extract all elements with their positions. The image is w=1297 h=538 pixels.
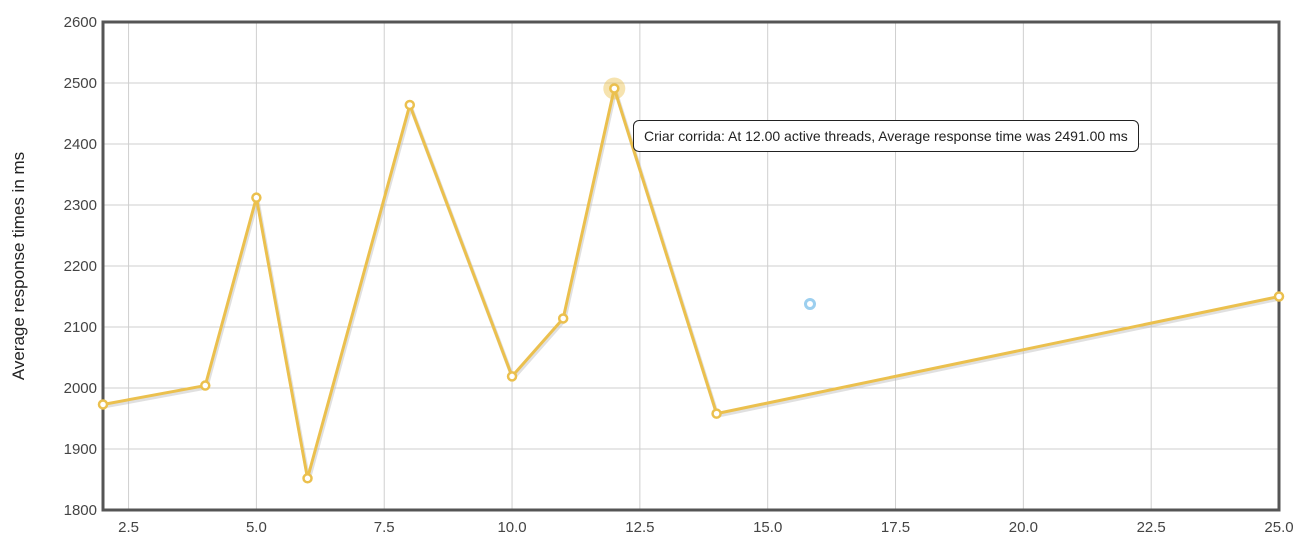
mouse-cursor-marker — [804, 298, 816, 310]
y-tick-label: 2200 — [64, 258, 97, 275]
y-tick-label: 2400 — [64, 136, 97, 153]
x-tick-label: 25.0 — [1264, 519, 1293, 536]
data-point[interactable] — [302, 473, 313, 484]
x-tick-label: 12.5 — [625, 519, 654, 536]
series-layer — [97, 77, 1285, 484]
data-point[interactable] — [200, 380, 211, 391]
data-point[interactable] — [251, 192, 262, 203]
y-tick-label: 2300 — [64, 197, 97, 214]
y-tick-label: 2500 — [64, 75, 97, 92]
data-point[interactable] — [506, 371, 518, 382]
y-tick-label: 2600 — [64, 14, 97, 31]
y-tick-label: 2000 — [64, 380, 97, 397]
data-point[interactable] — [557, 313, 569, 324]
data-point[interactable] — [404, 99, 416, 111]
x-tick-label: 2.5 — [118, 519, 139, 536]
y-tick-label: 1800 — [64, 502, 97, 519]
plot-frame — [101, 20, 1281, 512]
grid-lines — [103, 21, 1280, 511]
x-tick-labels: 2.5 5.0 7.5 10.0 12.5 15.0 17.5 20.0 22.5 25.0 — [118, 519, 1293, 536]
data-point[interactable] — [97, 399, 109, 410]
y-tick-label: 2100 — [64, 319, 97, 336]
x-tick-label: 10.0 — [497, 519, 526, 536]
x-tick-label: 7.5 — [374, 519, 395, 536]
y-tick-label: 1900 — [64, 441, 97, 458]
x-tick-label: 5.0 — [246, 519, 267, 536]
data-point[interactable] — [711, 408, 722, 419]
data-point[interactable] — [1273, 291, 1285, 302]
x-tick-label: 17.5 — [881, 519, 910, 536]
series-line — [102, 86, 1280, 480]
x-tick-label: 22.5 — [1137, 519, 1166, 536]
x-tick-label: 15.0 — [753, 519, 782, 536]
y-tick-labels: 1800 1900 2000 2100 2200 2300 2400 2500 2600 — [64, 14, 97, 519]
y-axis-label: Average response times in ms — [9, 152, 28, 380]
data-point[interactable] — [609, 83, 620, 94]
data-tooltip: Criar corrida: At 12.00 active threads, … — [633, 120, 1139, 152]
x-tick-label: 20.0 — [1009, 519, 1038, 536]
